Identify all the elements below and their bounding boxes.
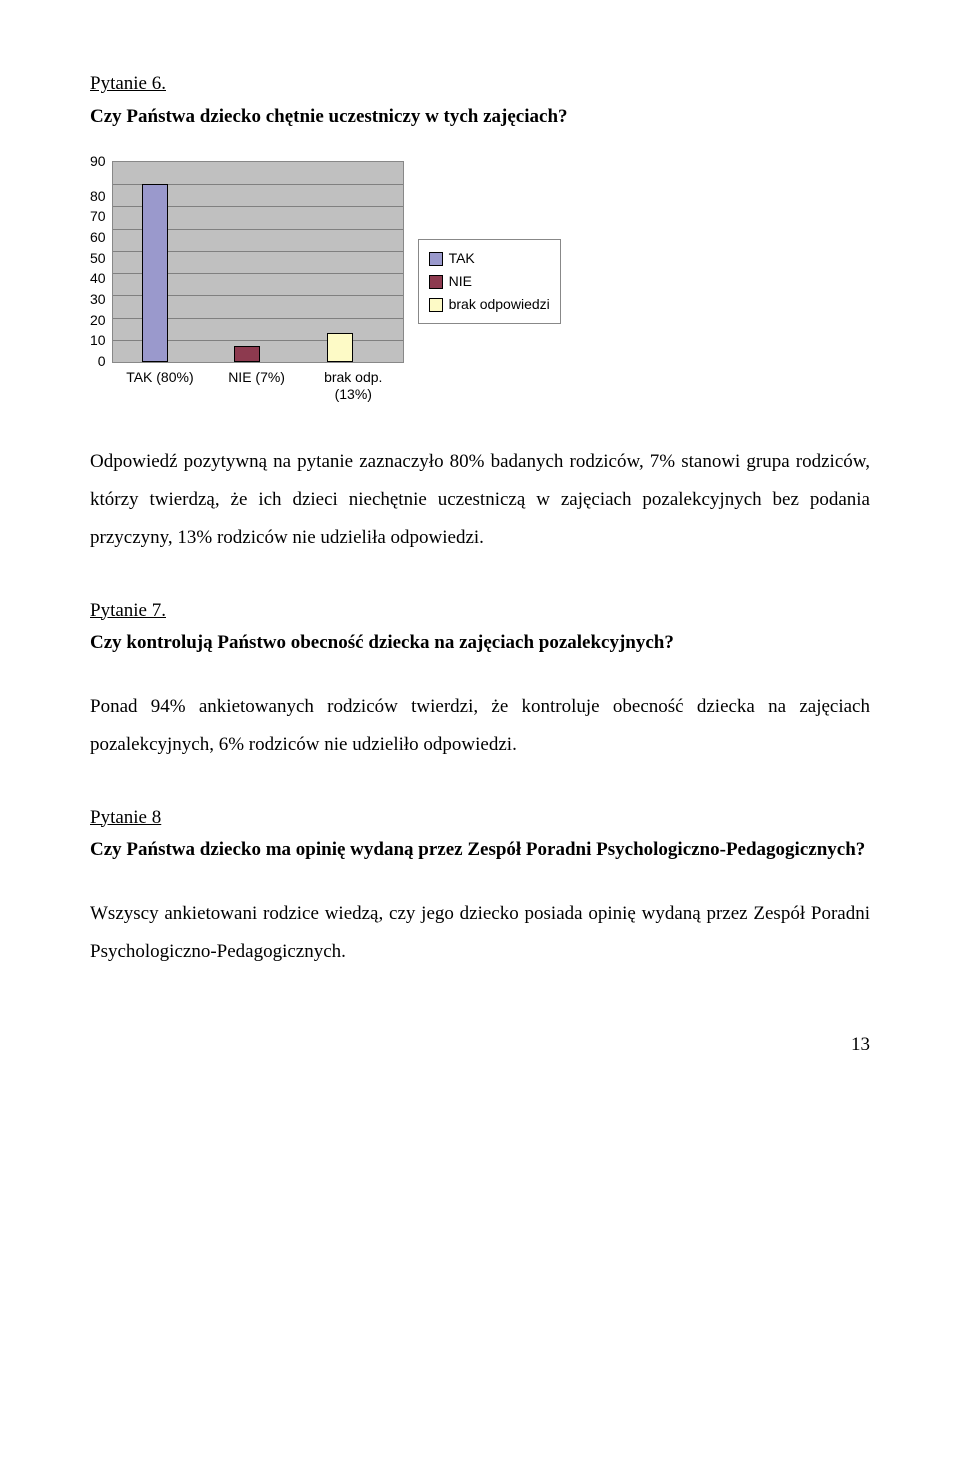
y-tick: 30	[90, 292, 106, 306]
bar	[234, 346, 260, 362]
x-axis-labels: TAK (80%)NIE (7%)brak odp. (13%)	[112, 369, 402, 403]
y-tick: 60	[90, 230, 106, 244]
legend-row: NIE	[429, 271, 550, 292]
legend-swatch	[429, 252, 443, 266]
q7-question: Czy kontrolują Państwo obecność dziecka …	[90, 629, 870, 658]
legend-swatch	[429, 275, 443, 289]
y-tick: 90	[90, 154, 106, 168]
y-axis: 9080706050403020100	[90, 161, 106, 361]
plot-column: TAK (80%)NIE (7%)brak odp. (13%)	[112, 161, 404, 403]
legend-label: NIE	[449, 271, 472, 292]
bar	[142, 184, 168, 362]
chart-q6: 9080706050403020100 TAK (80%)NIE (7%)bra…	[90, 161, 870, 403]
q7-answer: Ponad 94% ankietowanych rodziców twierdz…	[90, 688, 870, 764]
bar	[327, 333, 353, 362]
legend-label: TAK	[449, 248, 475, 269]
q8-question: Czy Państwa dziecko ma opinię wydaną prz…	[90, 836, 870, 865]
legend-row: brak odpowiedzi	[429, 294, 550, 315]
legend-swatch	[429, 298, 443, 312]
y-tick: 0	[98, 354, 106, 368]
q8-heading: Pytanie 8	[90, 804, 870, 833]
q6-answer: Odpowiedź pozytywną na pytanie zaznaczył…	[90, 443, 870, 557]
chart-left: 9080706050403020100 TAK (80%)NIE (7%)bra…	[90, 161, 404, 403]
y-tick: 20	[90, 313, 106, 327]
chart-legend: TAKNIEbrak odpowiedzi	[418, 239, 561, 324]
y-tick: 40	[90, 271, 106, 285]
y-tick: 10	[90, 333, 106, 347]
page-number: 13	[90, 1031, 870, 1060]
legend-row: TAK	[429, 248, 550, 269]
y-tick: 80	[90, 189, 106, 203]
plot-area	[112, 161, 404, 363]
x-label: NIE (7%)	[208, 369, 305, 403]
legend-label: brak odpowiedzi	[449, 294, 550, 315]
y-tick: 50	[90, 251, 106, 265]
x-label: TAK (80%)	[112, 369, 209, 403]
x-label: brak odp. (13%)	[305, 369, 402, 403]
q7-heading: Pytanie 7.	[90, 597, 870, 626]
q6-question: Czy Państwa dziecko chętnie uczestniczy …	[90, 103, 870, 132]
q6-heading: Pytanie 6.	[90, 70, 870, 99]
q8-answer: Wszyscy ankietowani rodzice wiedzą, czy …	[90, 895, 870, 971]
y-tick: 70	[90, 209, 106, 223]
